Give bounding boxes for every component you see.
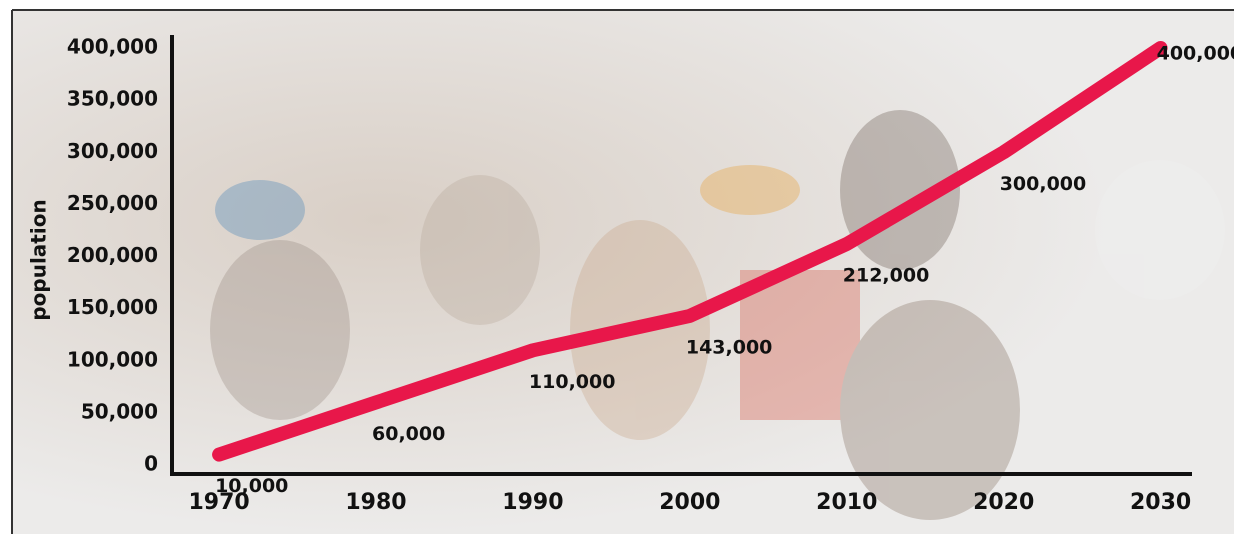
x-tick-label: 1980 (345, 490, 406, 515)
y-tick-label: 50,000 (81, 399, 158, 423)
y-tick-label: 0 (144, 452, 158, 476)
value-label: 143,000 (686, 336, 773, 358)
y-tick-label: 250,000 (67, 191, 158, 215)
y-tick-label: 400,000 (67, 35, 158, 59)
x-tick-label: 1990 (502, 490, 563, 515)
x-tick-label: 2000 (659, 490, 720, 515)
y-tick-label: 100,000 (67, 347, 158, 371)
photo-background (12, 10, 1234, 534)
value-label: 400,000 (1157, 43, 1234, 65)
y-tick-label: 350,000 (67, 87, 158, 111)
y-tick-label: 300,000 (67, 139, 158, 163)
x-tick-label: 1970 (188, 490, 249, 515)
x-tick-label: 2010 (816, 490, 877, 515)
value-label: 212,000 (843, 264, 930, 286)
y-tick-label: 150,000 (67, 295, 158, 319)
x-tick-label: 2020 (973, 490, 1034, 515)
value-label: 110,000 (529, 371, 616, 393)
value-label: 10,000 (215, 475, 288, 497)
line (212, 41, 1168, 462)
x-tick-label: 2030 (1130, 490, 1191, 515)
y-axis-label: population (27, 199, 51, 320)
crowd-shapes (210, 110, 1225, 520)
value-label: 300,000 (1000, 173, 1087, 195)
y-tick-label: 200,000 (67, 243, 158, 267)
value-label: 60,000 (372, 423, 445, 445)
